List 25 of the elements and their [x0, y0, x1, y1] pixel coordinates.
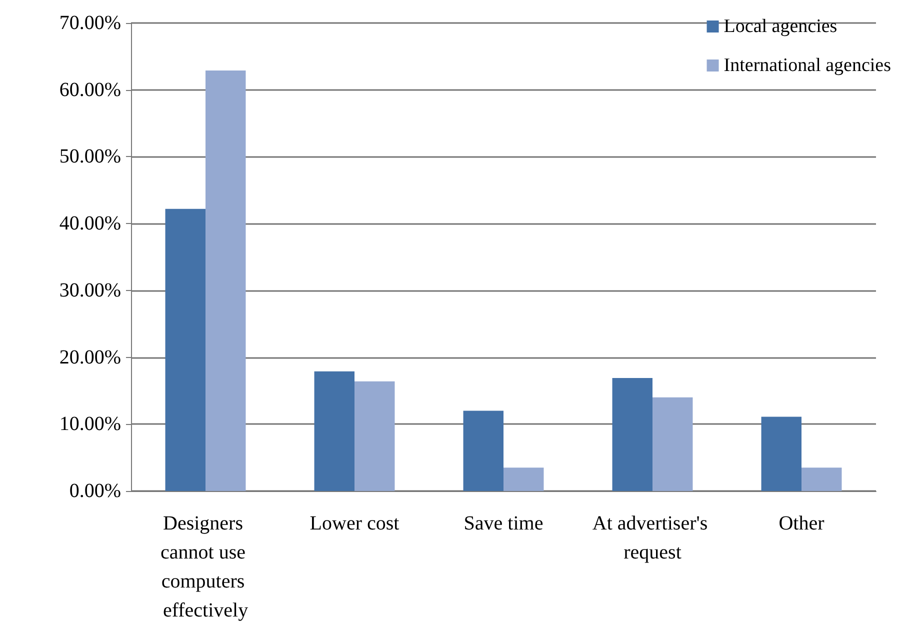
legend-label: International agencies — [724, 55, 892, 76]
legend-label: Local agencies — [724, 16, 838, 37]
bar — [504, 468, 544, 491]
bar — [761, 416, 802, 491]
bar — [314, 371, 354, 491]
bar — [802, 468, 842, 491]
x-tick-label: Lower cost — [310, 512, 400, 534]
bar — [165, 208, 206, 491]
y-tick-label: 20.00% — [59, 346, 121, 368]
bar — [206, 70, 246, 491]
x-tick-label: Other — [778, 512, 825, 534]
y-tick-label: 50.00% — [59, 146, 121, 168]
y-tick-label: 10.00% — [59, 413, 121, 436]
bar — [463, 410, 504, 491]
y-tick-label: 40.00% — [59, 212, 121, 235]
bar — [612, 378, 652, 491]
y-tick-label: 60.00% — [59, 78, 121, 101]
y-tick-label: 30.00% — [59, 279, 121, 302]
x-tick-label: Save time — [464, 512, 544, 534]
bar — [652, 397, 693, 491]
x-tick-label: At advertiser's request — [592, 512, 713, 564]
y-tick-label: 0.00% — [69, 480, 121, 502]
bar — [354, 381, 395, 491]
x-tick-label: Designers cannot use computers effectively — [160, 512, 250, 622]
y-tick-label: 70.00% — [59, 12, 121, 34]
